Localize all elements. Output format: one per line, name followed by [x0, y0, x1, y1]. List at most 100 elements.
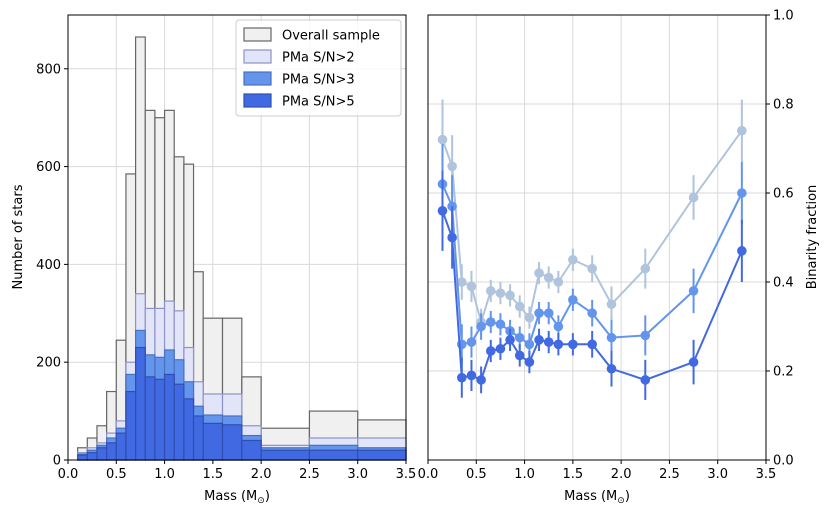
- histogram-y-tick-label: 0: [53, 454, 61, 469]
- histogram-series-4: [77, 346, 407, 461]
- binarity-point: [640, 375, 651, 385]
- binarity-plot-area: [428, 15, 766, 460]
- legend-label: PMa S/N>3: [282, 73, 355, 88]
- binarity-point: [688, 192, 699, 203]
- histogram-bar: [308, 449, 359, 461]
- legend-label: Overall sample: [282, 29, 380, 44]
- binarity-point: [587, 308, 597, 318]
- binarity-point: [495, 288, 506, 298]
- binarity-y-tick-label: 0.8: [773, 98, 794, 113]
- histogram-bar: [183, 398, 195, 461]
- binarity-point: [606, 363, 617, 374]
- histogram-bar: [115, 432, 127, 461]
- binarity-x-tick-label: 2.5: [659, 467, 680, 482]
- histogram-y-ticks: 0 200 400 600 800: [36, 62, 68, 469]
- binarity-y-ticks: 0.0 0.2 0.4 0.6 0.8 1.0: [766, 9, 794, 469]
- binarity-point: [505, 290, 515, 301]
- histogram-x-label: Mass (M⊙): [204, 489, 270, 506]
- histogram-bar: [135, 346, 146, 461]
- binarity-point: [524, 312, 535, 323]
- histogram-bar: [77, 454, 88, 461]
- histogram-bar: [260, 449, 311, 461]
- binarity-point: [640, 263, 651, 274]
- binarity-point: [476, 375, 486, 385]
- binarity-series-3: [437, 170, 747, 400]
- binarity-y-tick-label: 0.6: [773, 187, 794, 202]
- binarity-point: [587, 339, 597, 350]
- histogram-x-ticks: 0.0 0.5 1.0 1.5 2.0 2.5 3.0 3.5: [58, 460, 417, 482]
- histogram-y-tick-label: 400: [36, 258, 61, 273]
- histogram-bar: [202, 422, 224, 461]
- binarity-y-label: Binarity fraction: [805, 185, 820, 290]
- binarity-point: [543, 272, 554, 283]
- histogram-bar: [241, 439, 262, 461]
- histogram-y-tick-label: 200: [36, 356, 61, 371]
- legend-label: PMa S/N>5: [282, 95, 355, 110]
- binarity-point: [737, 246, 747, 256]
- binarity-point: [447, 161, 457, 172]
- binarity-point: [737, 188, 747, 198]
- binarity-x-tick-label: 0.5: [466, 467, 487, 482]
- legend-label: PMa S/N>2: [282, 51, 355, 66]
- histogram-x-tick-label: 2.5: [299, 467, 320, 482]
- binarity-point: [466, 281, 477, 292]
- histogram-bar: [154, 378, 166, 461]
- binarity-point: [640, 330, 651, 341]
- binarity-point: [568, 295, 578, 305]
- legend-box: [235, 19, 402, 117]
- binarity-point: [568, 339, 578, 350]
- binarity-x-tick-label: 0.0: [418, 467, 439, 482]
- histogram-x-tick-label: 1.5: [203, 467, 224, 482]
- legend-swatch: [243, 49, 272, 64]
- histogram-y-tick-label: 800: [36, 62, 61, 77]
- histogram-x-tick-label: 3.5: [396, 467, 417, 482]
- binarity-point: [568, 254, 578, 265]
- binarity-point: [543, 337, 554, 347]
- binarity-x-tick-label: 3.0: [707, 467, 728, 482]
- histogram-bar: [221, 424, 243, 461]
- histogram-bar: [163, 373, 175, 461]
- binarity-point: [534, 268, 544, 278]
- histogram-bars: [77, 36, 407, 461]
- binarity-point: [485, 286, 496, 296]
- histogram-bar: [357, 449, 407, 461]
- binarity-x-tick-label: 1.0: [514, 467, 535, 482]
- binarity-point: [688, 357, 699, 367]
- binarity-point: [437, 134, 448, 145]
- binarity-point: [485, 346, 496, 356]
- binarity-point: [534, 308, 544, 318]
- binarity-point: [587, 263, 597, 274]
- histogram-y-tick-label: 600: [36, 160, 61, 175]
- binarity-point: [524, 339, 535, 350]
- binarity-point: [534, 335, 544, 345]
- histogram-bar: [144, 376, 156, 461]
- binarity-point: [606, 299, 617, 310]
- histogram-bar: [96, 447, 108, 461]
- binarity-point: [476, 321, 486, 332]
- binarity-series-1: [437, 99, 747, 336]
- binarity-x-tick-label: 2.0: [611, 467, 632, 482]
- binarity-point: [737, 125, 747, 136]
- binarity-point: [495, 343, 506, 354]
- binarity-point: [553, 339, 564, 350]
- binarity-point: [466, 370, 477, 381]
- histogram-frame: [67, 14, 407, 461]
- binarity-series: [437, 99, 747, 400]
- binarity-panel: 0.0 0.5 1.0 1.5 2.0 2.5 3.0 3.5 0.0 0.2 0.4 0.6 0.8…: [418, 9, 820, 507]
- binarity-point: [688, 286, 699, 296]
- binarity-point: [457, 277, 467, 287]
- binarity-point: [505, 335, 515, 345]
- binarity-point: [524, 357, 535, 367]
- binarity-point: [485, 317, 496, 327]
- binarity-frame: [427, 14, 767, 461]
- binarity-point: [543, 308, 554, 318]
- histogram-x-tick-label: 0.5: [106, 467, 127, 482]
- legend-swatch: [243, 71, 272, 86]
- binarity-y-tick-label: 0.4: [773, 276, 794, 291]
- histogram-x-tick-label: 2.0: [251, 467, 272, 482]
- histogram-x-tick-label: 3.0: [347, 467, 368, 482]
- binarity-point: [553, 277, 564, 287]
- histogram-bar: [173, 383, 185, 461]
- binarity-x-label: Mass (M⊙): [564, 489, 630, 506]
- histogram-bar: [106, 442, 117, 461]
